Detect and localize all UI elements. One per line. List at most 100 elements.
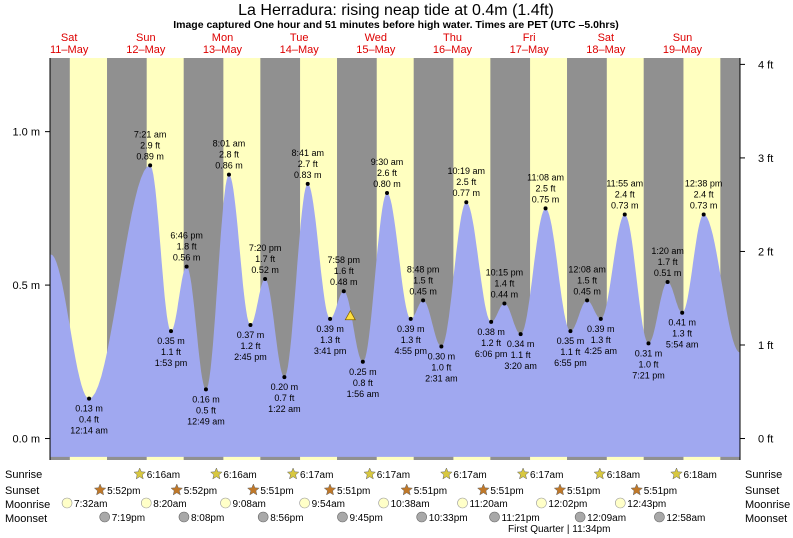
extreme-point — [421, 298, 426, 303]
day-name: Thu — [443, 32, 462, 44]
extreme-label: 1.3 ft — [672, 329, 693, 339]
extreme-label: 0.4 ft — [79, 415, 100, 425]
moon-phase-label: First Quarter | 11:34pm — [508, 524, 610, 535]
extreme-label: 1:56 am — [347, 389, 380, 399]
extreme-point — [489, 319, 494, 324]
extreme-label: 0.37 m — [237, 330, 265, 340]
extreme-label: 0.80 m — [373, 179, 401, 189]
extreme-label: 0.89 m — [136, 151, 164, 161]
moonset-time: 12:58am — [666, 513, 705, 524]
extreme-point — [385, 191, 390, 196]
sunrise-icon — [210, 467, 223, 480]
moonset-icon — [178, 511, 190, 523]
extreme-point — [464, 200, 469, 205]
extreme-label: 1.5 ft — [413, 275, 434, 285]
extreme-label: 1:22 am — [268, 404, 301, 414]
sunset-icon — [246, 483, 260, 496]
extreme-label: 0.52 m — [251, 265, 279, 275]
sunrise-icon — [440, 467, 453, 480]
extreme-label: 0.7 ft — [274, 393, 295, 403]
extreme-label: 3:41 pm — [314, 346, 347, 356]
sunrise-time: 6:18am — [607, 470, 640, 481]
moonrise-time: 9:54am — [312, 499, 345, 510]
moonrise-time: 8:20am — [153, 499, 186, 510]
day-date: 11–May — [50, 44, 89, 56]
sunrise-time: 6:17am — [377, 470, 410, 481]
moonset-time: 10:33pm — [429, 513, 468, 524]
tide-area — [50, 165, 741, 457]
extreme-label: 0.39 m — [316, 324, 344, 334]
day-labels: Sat11–MaySun12–MayMon13–MayTue14–MayWed1… — [50, 32, 703, 56]
extreme-point — [226, 172, 231, 177]
sunset-icon — [476, 483, 490, 496]
extreme-label: 0.34 m — [507, 339, 535, 349]
extreme-label: 0.31 m — [635, 348, 663, 358]
moonrise-icon — [457, 497, 468, 509]
extreme-label: 2.4 ft — [615, 190, 636, 200]
sunset-icon — [323, 483, 337, 496]
left-tick-label: 0.0 m — [12, 434, 40, 446]
day-date: 18–May — [586, 44, 626, 56]
sunset-time: 5:51pm — [490, 486, 523, 497]
extreme-point — [282, 375, 287, 380]
extreme-label: 0.30 m — [428, 351, 456, 361]
sun-moon-rows: Sunrise Sunrise Sunset Sunset Moonrise Moonri… — [5, 467, 790, 525]
extreme-label: 1.1 ft — [511, 350, 532, 360]
day-date: 15–May — [356, 44, 396, 56]
moonrise-icon — [378, 497, 389, 509]
right-tick-label: 1 ft — [758, 340, 773, 352]
tide-curve — [50, 165, 741, 457]
moonrise-time: 7:32am — [74, 499, 107, 510]
extreme-label: 1.7 ft — [658, 257, 679, 267]
extreme-label: 0.5 ft — [196, 405, 217, 415]
extreme-label: 0.35 m — [557, 336, 585, 346]
extreme-point — [408, 316, 413, 321]
extreme-label: 12:38 pm — [685, 179, 723, 189]
sunrise-icon — [363, 467, 377, 480]
moonrise-label-right: Moonrise — [745, 499, 790, 511]
extreme-label: 7:21 pm — [632, 370, 665, 380]
chart-subtitle: Image captured One hour and 51 minutes b… — [173, 19, 619, 31]
extreme-label: 1.5 ft — [577, 275, 598, 285]
day-name: Sat — [598, 32, 615, 44]
moonset-icon — [257, 511, 269, 523]
extreme-point — [328, 316, 333, 321]
day-date: 16–May — [433, 44, 473, 56]
day-name: Sat — [61, 32, 78, 44]
extreme-point — [203, 387, 208, 392]
left-tick-label: 0.5 m — [12, 280, 40, 292]
sunrise-label-right: Sunrise — [745, 469, 782, 481]
extreme-label: 1.3 ft — [591, 335, 612, 345]
extreme-point — [360, 359, 365, 364]
day-name: Sun — [673, 32, 693, 44]
extreme-label: 6:06 pm — [475, 349, 508, 359]
sunrise-time: 6:16am — [223, 470, 256, 481]
extreme-label: 2:31 am — [425, 373, 458, 383]
extreme-label: 0.77 m — [453, 188, 481, 198]
extreme-label: 1.0 ft — [638, 359, 659, 369]
extreme-point — [543, 206, 548, 211]
sunset-label-left: Sunset — [5, 485, 39, 497]
extreme-point — [341, 289, 346, 294]
sunset-time: 5:51pm — [337, 486, 370, 497]
sunset-icon — [400, 483, 414, 496]
moonset-time: 11:21pm — [502, 513, 540, 524]
extreme-point — [148, 163, 153, 168]
moonrise-time: 9:08am — [232, 499, 265, 510]
right-tick-label: 2 ft — [758, 246, 773, 258]
extreme-point — [305, 181, 310, 186]
extreme-point — [518, 332, 523, 337]
extreme-point — [622, 212, 627, 217]
moonrise-label-left: Moonrise — [5, 499, 50, 511]
moonset-icon — [99, 511, 111, 523]
sunset-time: 5:51pm — [567, 486, 600, 497]
extreme-label: 0.25 m — [349, 367, 377, 377]
extreme-label: 9:30 am — [371, 157, 404, 167]
moonrise-icon — [140, 497, 152, 509]
extreme-label: 0.38 m — [477, 327, 505, 337]
extreme-point — [568, 329, 573, 334]
extreme-point — [598, 316, 603, 321]
day-name: Wed — [365, 32, 387, 44]
sunrise-time: 6:18am — [683, 470, 716, 481]
